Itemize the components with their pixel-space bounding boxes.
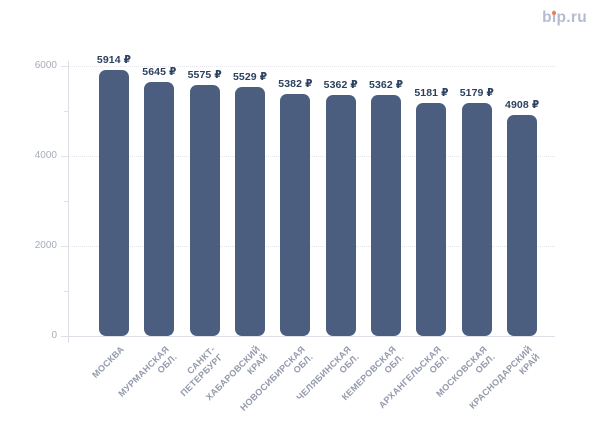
gridline-2000 — [68, 246, 555, 247]
bar-8[interactable] — [461, 102, 492, 336]
y-tick-label: 4000 — [34, 150, 57, 161]
x-axis-line — [68, 336, 555, 337]
bar-value-label: 5575 ₽ — [187, 69, 222, 82]
y-minor-tick-5000 — [64, 111, 68, 112]
gridline-4000 — [68, 156, 555, 157]
bar-value-label: 4908 ₽ — [505, 99, 540, 112]
bar-value-label: 5181 ₽ — [414, 86, 449, 99]
bar-chart: 0 2000 4000 6000 5914 ₽ МОСКВА 5645 ₽ МУРМАНСКА… — [34, 53, 555, 413]
bar-7[interactable] — [416, 102, 447, 336]
bar-5[interactable] — [325, 94, 356, 336]
bar-4[interactable] — [280, 93, 311, 336]
y-major-tick-2000 — [61, 246, 68, 247]
bar-6[interactable] — [371, 94, 402, 336]
y-tick-label: 6000 — [34, 60, 57, 71]
bar-value-label: 5179 ₽ — [459, 86, 494, 99]
chart-page: bip.ru 0 2000 4000 6000 5914 ₽ МОСКВА 5645 ₽ МУ… — [34, 9, 587, 413]
y-major-tick-4000 — [61, 156, 68, 157]
bar-value-label: 5362 ₽ — [369, 78, 404, 91]
bar-0[interactable] — [99, 69, 129, 336]
logo-i-dot-icon — [551, 10, 556, 15]
gridline-6000 — [68, 66, 555, 67]
bip-logo[interactable]: bip.ru — [542, 9, 587, 27]
y-axis-line — [68, 61, 69, 343]
bar-3[interactable] — [235, 87, 266, 336]
y-minor-tick-1000 — [64, 291, 68, 292]
bar-1[interactable] — [144, 81, 175, 336]
y-major-tick-0 — [61, 336, 68, 337]
y-minor-tick-3000 — [64, 201, 68, 202]
y-major-tick-6000 — [61, 66, 68, 67]
bar-9[interactable] — [507, 115, 538, 336]
bar-value-label: 5382 ₽ — [278, 77, 313, 90]
bar-value-label: 5914 ₽ — [96, 53, 132, 66]
bar-value-label: 5645 ₽ — [142, 65, 177, 78]
bar-value-label: 5529 ₽ — [232, 71, 268, 84]
bar-value-label: 5362 ₽ — [323, 78, 358, 91]
y-tick-label: 0 — [51, 330, 57, 341]
bar-2[interactable] — [189, 85, 220, 336]
y-tick-label: 2000 — [34, 240, 57, 251]
